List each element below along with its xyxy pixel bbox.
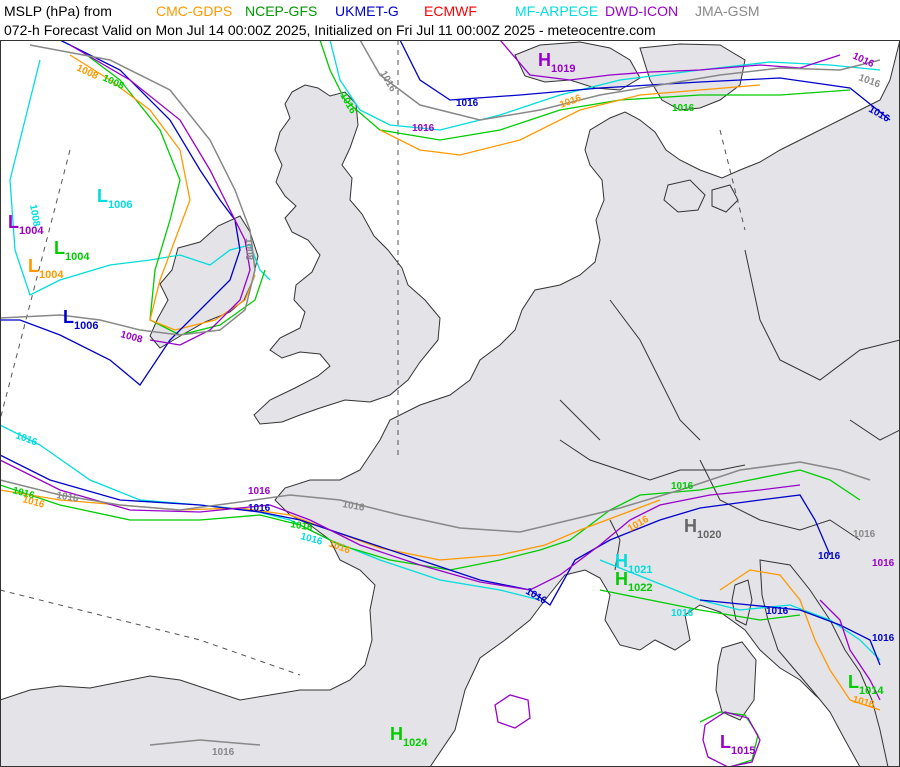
map-canvas: L1006 L1004 L1004 L1004 L1006 H1019 H102… xyxy=(0,40,900,767)
legend-jma: JMA-GSM xyxy=(695,3,760,19)
parallel-south xyxy=(0,589,301,676)
isobar-cmc-1008 xyxy=(69,54,256,331)
isobar-jma-1016-spain xyxy=(149,739,261,746)
border-swiss xyxy=(609,519,621,571)
land-continent xyxy=(0,40,900,767)
isobars-icon xyxy=(0,40,881,767)
border-france-germany xyxy=(559,439,746,481)
isobar-arpege-1016-north xyxy=(329,40,881,131)
isobar-jma-1016 xyxy=(0,461,871,533)
isobar-arpege-1016-south xyxy=(0,424,541,601)
land-zealand xyxy=(711,184,739,213)
clabel: 1008 xyxy=(243,238,254,261)
clabel: 1016 xyxy=(766,606,789,617)
clabel: 1016 xyxy=(671,481,694,492)
meridian-west xyxy=(0,149,71,421)
border-alps xyxy=(699,459,861,541)
land-denmark-isle xyxy=(663,179,706,213)
border-east xyxy=(849,419,900,441)
country-borders xyxy=(559,249,900,571)
border-benelux-germany xyxy=(609,299,701,441)
isobar-gfs-1016 xyxy=(0,469,861,571)
isobars-jma xyxy=(0,40,881,746)
isobar-ukmet-1008 xyxy=(0,40,241,386)
isobar-cmc-1016-italy xyxy=(719,569,881,711)
land-italy-west xyxy=(759,559,889,767)
isobar-gfs-1008 xyxy=(79,49,266,336)
land-norway xyxy=(514,41,641,91)
clabel: 1016 xyxy=(671,608,694,619)
legend-cmc: CMC-GDPS xyxy=(156,3,233,19)
isobar-arpege-1008 xyxy=(9,59,271,296)
clabel: 1016 xyxy=(248,486,271,497)
land-great-britain xyxy=(253,84,441,425)
border-germany-poland xyxy=(744,249,900,381)
clabel: 1016 xyxy=(341,499,365,514)
chart-header: MSLP (hPa) from CMC-GDPS NCEP-GFS UKMET-… xyxy=(0,0,900,40)
title-line: MSLP (hPa) from CMC-GDPS NCEP-GFS UKMET-… xyxy=(4,3,760,19)
isobar-icon-1016 xyxy=(0,459,801,591)
clabel: 1016 xyxy=(456,98,479,109)
isobar-cmc-1016-north xyxy=(379,84,761,156)
isobar-jma-1016-north xyxy=(359,40,881,121)
legend-ecmwf: ECMWF xyxy=(424,3,477,19)
clabel: 1016 xyxy=(248,503,271,514)
border-belgium xyxy=(559,399,601,441)
isobar-arpege-1016-med xyxy=(599,559,881,661)
isobar-gfs-1016-med xyxy=(599,589,801,621)
clabel: 1016 xyxy=(853,529,876,540)
legend-ncep: NCEP-GFS xyxy=(245,3,318,19)
isobar-icon-1016-italy xyxy=(819,599,881,701)
land-corsica xyxy=(731,579,753,626)
isobar-icon-1016-tyrr xyxy=(702,711,761,767)
land-sardinia xyxy=(715,641,757,721)
clabel: 1016 xyxy=(672,103,695,114)
clabel: 1016 xyxy=(818,551,841,562)
graticule xyxy=(0,40,746,676)
isobar-icon-1008 xyxy=(69,44,251,346)
legend-arpege: MF-ARPEGE xyxy=(515,3,599,19)
isobar-ukmet-1016-med xyxy=(699,599,881,666)
isobar-gfs-1016-north xyxy=(319,40,851,141)
isobar-icon-small xyxy=(494,694,531,729)
subtitle: 072-h Forecast Valid on Mon Jul 14 00:00… xyxy=(4,22,656,38)
isobar-jma-1008 xyxy=(0,44,256,336)
clabel: 1016 xyxy=(212,747,235,758)
isobar-ukmet-1016-north xyxy=(399,40,891,121)
clabel: 1016 xyxy=(412,123,435,134)
isobar-icon-1019-ring xyxy=(499,40,841,81)
legend-icon: DWD-ICON xyxy=(605,3,679,19)
clabel: 1008 xyxy=(27,204,42,228)
clabel: 1016 xyxy=(872,558,895,569)
clabel: 1016 xyxy=(289,519,313,534)
title-prefix: MSLP (hPa) from xyxy=(4,3,112,19)
clabel: 1016 xyxy=(872,633,895,644)
meridian-east xyxy=(719,129,746,231)
land-layer xyxy=(0,40,900,767)
legend-ukmet: UKMET-G xyxy=(335,3,399,19)
land-ireland xyxy=(149,215,259,349)
isobars-arpege xyxy=(0,40,881,661)
clabel: 1016 xyxy=(55,490,79,505)
